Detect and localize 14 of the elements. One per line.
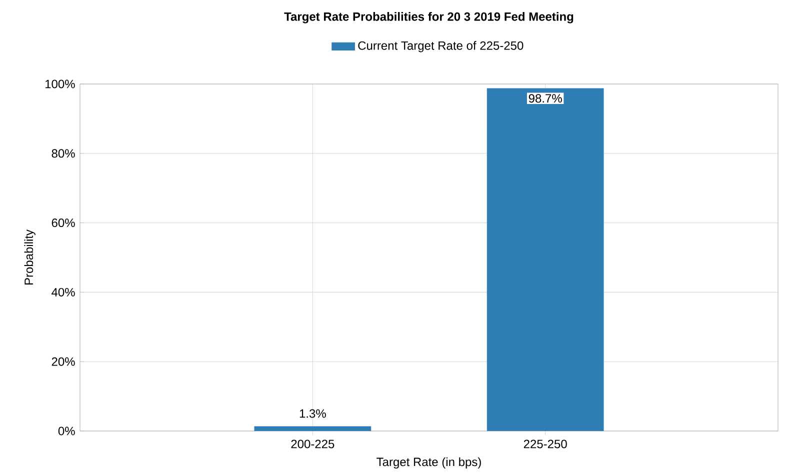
y-axis-title: Probability: [24, 230, 36, 285]
y-tick-label: 0%: [58, 426, 75, 436]
legend-label: Current Target Rate of 225-250: [358, 41, 524, 52]
y-tick-label: 60%: [52, 218, 75, 228]
data-label: 1.3%: [300, 409, 326, 418]
y-tick-label: 20%: [52, 357, 75, 366]
chart-title: Target Rate Probabilities for 20 3 2019 Fed Meeting: [284, 12, 574, 24]
x-tick-label: 225-250: [524, 440, 567, 448]
y-tick-label: 40%: [52, 288, 75, 296]
data-label: 98.7%: [528, 94, 562, 103]
x-axis-title: Target Rate (in bps): [376, 457, 481, 469]
y-tick-label: 100%: [46, 80, 75, 88]
x-tick-label: 200-225: [291, 440, 334, 448]
y-tick-label: 80%: [52, 149, 75, 158]
